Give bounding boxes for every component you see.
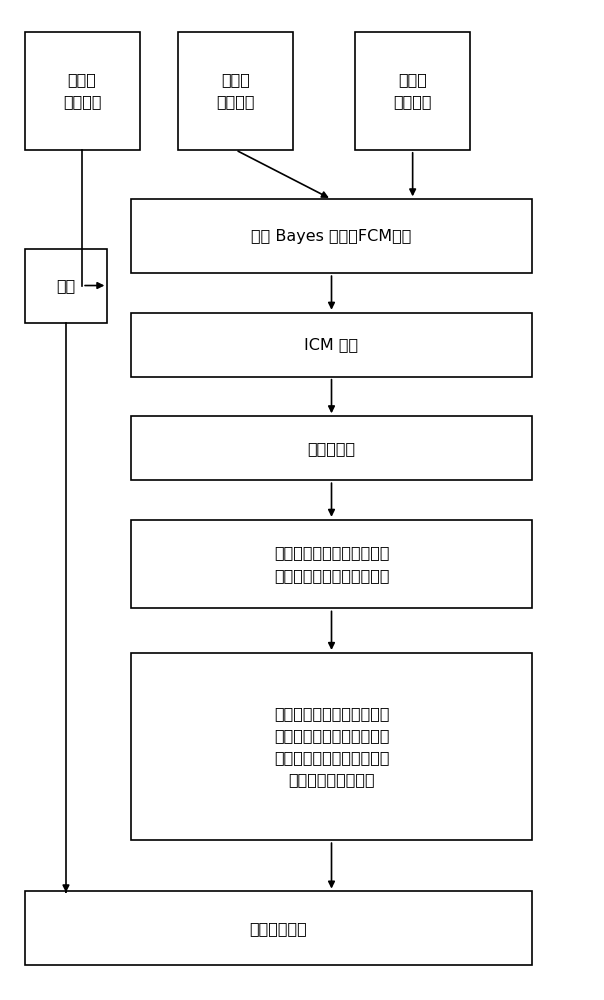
Text: 最终提取结果: 最终提取结果 [249,921,307,936]
Text: 第三层
高频分量: 第三层 高频分量 [393,72,432,109]
Text: 将值为１的像素记为变化类
值为０的像素记为非变化类: 将值为１的像素记为变化类 值为０的像素记为非变化类 [274,545,389,583]
Bar [178,32,293,150]
Text: 二进制掩膜: 二进制掩膜 [307,441,356,456]
Text: 第一层
高频分量: 第一层 高频分量 [63,72,101,109]
Text: 值为１的像素对应位置的原
高频分量像素值保持不变，
值为０的像素对应位置的原
高频分量像素值置零: 值为１的像素对应位置的原 高频分量像素值保持不变， 值为０的像素对应位置的原 高… [274,706,389,787]
Bar [131,653,532,840]
Bar [131,520,532,608]
Text: 置零: 置零 [56,278,76,293]
Text: ICM 分割: ICM 分割 [304,337,359,352]
Bar [131,199,532,273]
Text: 第二层
高频分量: 第二层 高频分量 [216,72,255,109]
Bar [25,32,140,150]
Bar [131,416,532,480]
Text: 基于 Bayes 阈值的FCM分割: 基于 Bayes 阈值的FCM分割 [251,229,412,244]
Bar [131,313,532,377]
Bar [355,32,470,150]
Bar [25,249,108,322]
Bar [25,891,532,965]
